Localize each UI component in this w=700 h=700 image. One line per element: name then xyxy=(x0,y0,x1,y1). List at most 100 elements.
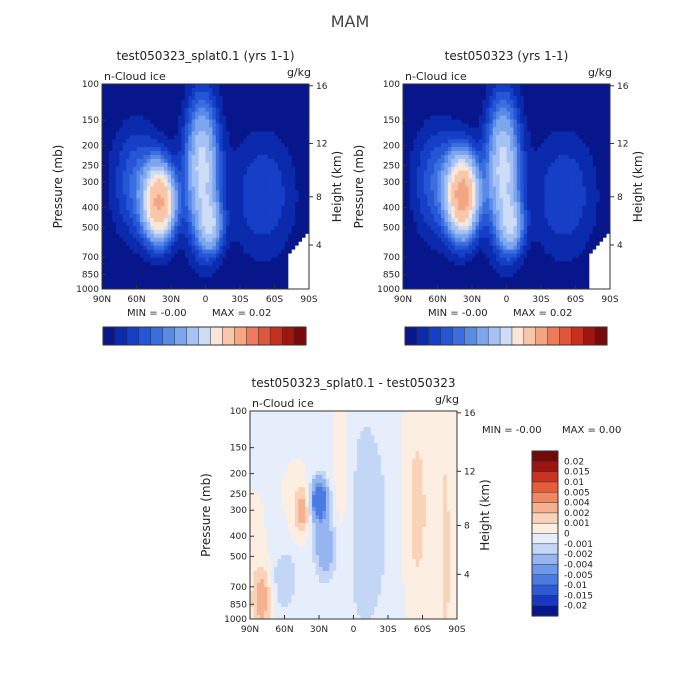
colorbar-label: 0.015 xyxy=(564,468,590,478)
x-tick-label: 30S xyxy=(379,625,396,635)
x-tick-label: 90N xyxy=(394,295,412,305)
max-text: MAX = 0.02 xyxy=(212,308,271,319)
x-tick-label: 30N xyxy=(310,625,328,635)
min-text: MIN = -0.00 xyxy=(482,425,542,436)
chart-panel-upper-right: test050323 (yrs 1-1) n-Cloud ice g/kg 90N 60… xyxy=(352,49,645,346)
y-axis-label-right: Height (km) xyxy=(330,151,344,222)
colorbar-swatch xyxy=(531,461,559,473)
colorbar: 0.020.0150.010.0050.0040.0020.0010-0.001… xyxy=(531,450,593,617)
colorbar-swatch xyxy=(126,326,140,346)
y-tick-label: 200 xyxy=(383,142,400,152)
colorbar-swatch xyxy=(174,326,188,346)
colorbar-swatch xyxy=(531,595,559,607)
colorbar-swatch xyxy=(138,326,152,346)
colorbar-label: -0.001 xyxy=(564,540,593,550)
colorbar-swatch xyxy=(114,326,128,346)
colorbar-swatch xyxy=(523,326,537,346)
y-axis-label-right: Height (km) xyxy=(478,479,492,550)
colorbar-label: 0.01 xyxy=(564,478,584,488)
height-tick-label: 8 xyxy=(464,521,470,531)
colorbar-label: 0.02 xyxy=(564,457,584,467)
colorbar-swatch xyxy=(416,326,430,346)
heatmap-field xyxy=(102,84,310,290)
y-tick-label: 250 xyxy=(230,490,247,500)
y-tick-label: 500 xyxy=(383,223,400,233)
y-tick-label: 200 xyxy=(82,142,99,152)
colorbar-swatch xyxy=(531,492,559,504)
x-tick-label: 60N xyxy=(275,625,293,635)
max-text: MAX = 0.00 xyxy=(562,425,621,436)
colorbar-swatch xyxy=(198,326,212,346)
colorbar-swatch xyxy=(559,326,572,346)
colorbar-swatch xyxy=(476,326,489,346)
height-tick-label: 12 xyxy=(464,467,475,477)
colorbar-swatch xyxy=(246,326,259,346)
colorbar-swatch xyxy=(582,326,596,346)
colorbar-swatch xyxy=(531,564,559,576)
colorbar-swatch xyxy=(440,326,454,346)
chart-title: test050323_splat0.1 - test050323 xyxy=(251,376,455,390)
chart-panel-difference: test050323_splat0.1 - test050323 n-Cloud … xyxy=(199,376,621,635)
colorbar-label: 0.005 xyxy=(564,488,590,498)
x-tick-label: 60S xyxy=(266,295,283,305)
y-tick-label: 850 xyxy=(383,271,400,281)
colorbar-swatch xyxy=(404,326,418,346)
y-tick-label: 700 xyxy=(230,583,247,593)
min-text: MIN = -0.00 xyxy=(428,308,488,319)
y-axis-label: Pressure (mb) xyxy=(352,145,366,229)
x-tick-label: 60N xyxy=(127,295,145,305)
colorbar-swatch xyxy=(531,584,559,596)
colorbar-swatch xyxy=(531,533,559,545)
colorbar-swatch xyxy=(428,326,442,346)
y-tick-label: 1000 xyxy=(76,285,99,295)
y-tick-label: 100 xyxy=(82,80,99,90)
colorbar-swatch xyxy=(293,326,307,346)
y-tick-label: 250 xyxy=(383,162,400,172)
y-axis-label-right: Height (km) xyxy=(631,151,645,222)
colorbar-swatch xyxy=(186,326,200,346)
chart-title: test050323 (yrs 1-1) xyxy=(445,49,569,63)
x-tick-label: 0 xyxy=(504,295,510,305)
min-text: MIN = -0.00 xyxy=(127,308,187,319)
x-tick-label: 30S xyxy=(231,295,248,305)
colorbar-swatch xyxy=(594,326,608,346)
heatmap-field xyxy=(403,84,611,290)
colorbar-swatch xyxy=(499,326,513,346)
y-tick-label: 300 xyxy=(230,506,247,516)
colorbar-swatch xyxy=(234,326,247,346)
x-tick-label: 30N xyxy=(162,295,180,305)
colorbar-label: 0.004 xyxy=(564,499,590,509)
y-tick-label: 850 xyxy=(82,271,99,281)
colorbar-swatch xyxy=(535,326,549,346)
x-tick-label: 0 xyxy=(203,295,209,305)
y-tick-label: 1000 xyxy=(224,615,247,625)
x-tick-label: 30N xyxy=(463,295,481,305)
colorbar-label: -0.015 xyxy=(564,591,593,601)
height-tick-label: 4 xyxy=(617,241,623,251)
x-tick-label: 90N xyxy=(241,625,259,635)
y-tick-label: 500 xyxy=(82,223,99,233)
colorbar-swatch xyxy=(547,326,561,346)
x-tick-label: 90S xyxy=(601,295,618,305)
height-tick-label: 8 xyxy=(316,193,322,203)
y-tick-label: 400 xyxy=(383,203,400,213)
x-tick-label: 30S xyxy=(532,295,549,305)
colorbar-swatch xyxy=(531,574,559,586)
colorbar-swatch xyxy=(531,605,559,617)
colorbar-label: 0.001 xyxy=(564,519,590,529)
colorbar-swatch xyxy=(531,450,559,462)
x-tick-label: 90S xyxy=(448,625,465,635)
colorbar-label: -0.002 xyxy=(564,550,593,560)
colorbar-swatch xyxy=(531,502,559,514)
y-tick-label: 850 xyxy=(230,600,247,610)
colorbar-swatch xyxy=(281,326,295,346)
colorbar-swatch xyxy=(210,326,223,346)
x-tick-label: 90N xyxy=(93,295,111,305)
x-tick-label: 90S xyxy=(300,295,317,305)
colorbar-swatch xyxy=(452,326,465,346)
units-label: g/kg xyxy=(287,66,311,79)
y-tick-label: 300 xyxy=(383,178,400,188)
y-axis-label: Pressure (mb) xyxy=(51,145,65,229)
